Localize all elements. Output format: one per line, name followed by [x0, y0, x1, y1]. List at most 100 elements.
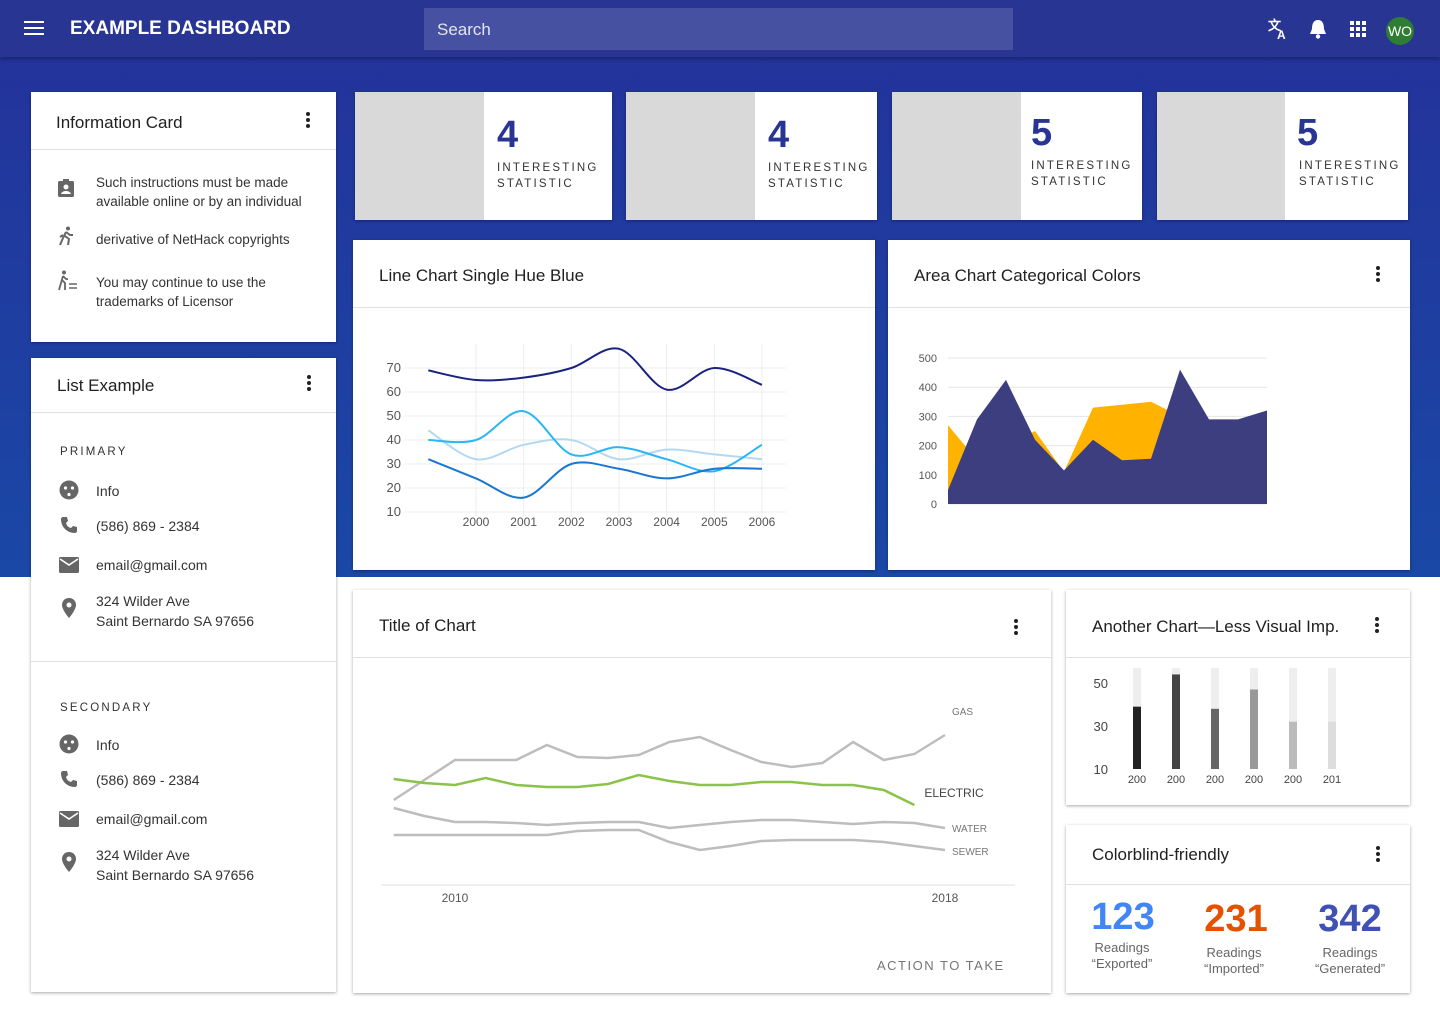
item-icon — [58, 179, 74, 197]
y-tick-label: 10 — [1094, 762, 1108, 777]
app-title: EXAMPLE DASHBOARD — [70, 18, 291, 39]
divider — [31, 149, 336, 150]
card-title: Information Card — [56, 113, 183, 132]
item-icon — [59, 734, 79, 754]
image-placeholder — [892, 92, 1021, 220]
more-button[interactable] — [1375, 265, 1381, 285]
stat-card: 5 INTERESTING STATISTIC — [1157, 92, 1408, 220]
bar — [1211, 708, 1219, 769]
more-button[interactable] — [305, 111, 311, 131]
image-placeholder — [355, 92, 484, 220]
stat-label: INTERESTING STATISTIC — [1031, 160, 1133, 188]
x-tick-label: 200 — [1206, 774, 1224, 786]
x-tick-label: 2018 — [932, 891, 959, 905]
x-tick-label: 200 — [1128, 774, 1146, 786]
stat-value: 4 — [768, 114, 790, 156]
divider — [1066, 657, 1410, 658]
list-text: Info — [96, 483, 120, 499]
list-text: email@gmail.com — [96, 811, 208, 827]
x-tick-label: 200 — [1245, 774, 1263, 786]
y-tick-label: 100 — [919, 470, 937, 482]
search-box[interactable]: Search — [424, 8, 1013, 50]
item-icon — [62, 852, 76, 872]
series-line — [427, 458, 762, 499]
y-tick-label: 60 — [387, 384, 401, 399]
x-tick-label: 200 — [1284, 774, 1302, 786]
reading-value: 123 — [1091, 896, 1155, 938]
series-line — [428, 410, 763, 473]
list-text: (586) 869 - 2384 — [96, 772, 200, 788]
stat-value: 4 — [497, 114, 519, 156]
item-icon — [59, 811, 79, 827]
bar — [1250, 689, 1258, 769]
info-text: derivative of NetHack copyrights — [96, 232, 290, 247]
bar-track — [1328, 668, 1336, 769]
stat-card: 4 INTERESTING STATISTIC — [355, 92, 612, 220]
image-placeholder — [626, 92, 755, 220]
y-tick-label: 50 — [387, 408, 401, 423]
card-title: Colorblind-friendly — [1092, 845, 1230, 864]
series-line — [393, 806, 946, 830]
series-line — [427, 429, 763, 461]
stat-value: 5 — [1297, 112, 1319, 154]
reading-label: Readings “Exported” — [1091, 940, 1153, 971]
notifications-button[interactable] — [1309, 19, 1327, 39]
series-label: GAS — [952, 707, 973, 718]
stat-label: INTERESTING STATISTIC — [768, 162, 870, 190]
divider — [1066, 884, 1410, 885]
card-title: Line Chart Single Hue Blue — [379, 266, 585, 285]
svg-text:A: A — [1277, 28, 1286, 40]
reading-label: Readings “Generated” — [1314, 945, 1386, 976]
y-tick-label: 300 — [919, 411, 937, 423]
chart-card: Line Chart Single Hue Blue 10 20 30 40 50 60 7… — [353, 240, 875, 570]
apps-button[interactable] — [1350, 21, 1366, 37]
card-title: Area Chart Categorical Colors — [914, 266, 1141, 285]
list-text: (586) 869 - 2384 — [96, 518, 200, 534]
y-tick-label: 30 — [1094, 719, 1108, 734]
x-tick-label: 2002 — [558, 515, 585, 529]
stat-card: 5 INTERESTING STATISTIC — [892, 92, 1142, 220]
line-chart: 10 20 30 40 50 60 70 2000 2001 2002 2003 2004 2005 20… — [387, 344, 786, 529]
bar — [1133, 706, 1141, 769]
menu-button[interactable] — [24, 19, 44, 37]
chart-card: Another Chart—Less Visual Imp. 10 30 50 200… — [1066, 590, 1410, 805]
stat-label: INTERESTING STATISTIC — [497, 162, 599, 190]
more-button[interactable] — [1375, 845, 1381, 865]
series-area — [948, 369, 1267, 504]
bar-track — [1289, 668, 1297, 769]
more-button[interactable] — [1374, 616, 1380, 636]
item-icon — [62, 598, 76, 618]
y-tick-label: 40 — [387, 432, 401, 447]
x-tick-label: 201 — [1323, 774, 1341, 786]
y-tick-label: 20 — [387, 480, 401, 495]
translate-button[interactable]: 文A — [1267, 18, 1289, 40]
y-tick-label: 500 — [919, 353, 937, 365]
action-button[interactable]: ACTION TO TAKE — [877, 958, 1005, 973]
stat-value: 5 — [1031, 112, 1053, 154]
bar — [1289, 721, 1297, 769]
avatar[interactable]: WO — [1386, 17, 1414, 45]
list-text: Saint Bernardo SA 97656 — [96, 867, 255, 883]
search-placeholder: Search — [437, 20, 491, 39]
bar — [1328, 721, 1336, 769]
divider — [31, 412, 336, 413]
more-button[interactable] — [1013, 618, 1019, 638]
series-line — [393, 773, 915, 807]
series-label: ELECTRIC — [924, 786, 984, 800]
y-tick-label: 70 — [387, 360, 401, 375]
item-icon — [61, 771, 77, 787]
series-line — [428, 347, 763, 391]
info-text: Such instructions must be made available… — [96, 175, 302, 209]
divider — [353, 657, 1051, 658]
list-text: Info — [96, 737, 120, 753]
list-text: 324 Wilder Ave — [96, 593, 190, 609]
more-button[interactable] — [306, 374, 312, 394]
list-text: Saint Bernardo SA 97656 — [96, 613, 255, 629]
y-tick-label: 10 — [387, 504, 401, 519]
section-heading: SECONDARY — [60, 702, 153, 714]
reading-value: 342 — [1318, 898, 1382, 940]
item-icon — [59, 480, 79, 500]
x-tick-label: 2010 — [442, 891, 469, 905]
